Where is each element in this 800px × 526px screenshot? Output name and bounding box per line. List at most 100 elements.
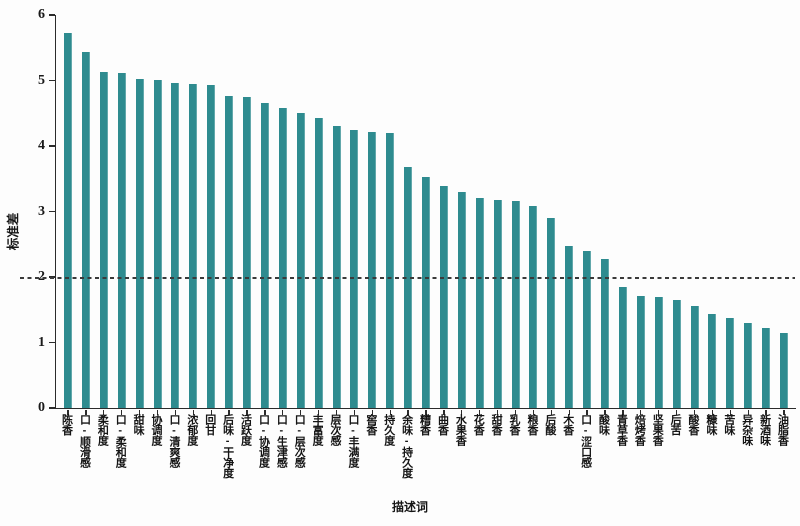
x-tick bbox=[568, 409, 570, 415]
x-category-label: 异杂味 bbox=[740, 414, 753, 446]
x-tick bbox=[317, 409, 320, 415]
x-category-label: 水果香 bbox=[454, 414, 467, 446]
bar bbox=[654, 296, 663, 408]
y-tick-label: 6 bbox=[38, 7, 45, 22]
bar bbox=[762, 328, 771, 408]
y-tick bbox=[49, 79, 55, 82]
x-tick bbox=[121, 409, 123, 415]
bar bbox=[601, 258, 609, 408]
x-tick bbox=[371, 409, 373, 415]
x-tick bbox=[514, 409, 517, 415]
x-tick bbox=[228, 409, 230, 415]
x-tick bbox=[335, 409, 338, 415]
plot-area bbox=[49, 14, 796, 415]
x-tick bbox=[282, 409, 284, 415]
x-category-label: 糟香 bbox=[418, 414, 431, 435]
bar bbox=[117, 72, 126, 408]
x-tick bbox=[264, 409, 266, 415]
x-tick bbox=[443, 409, 445, 415]
bar bbox=[511, 201, 520, 408]
bar bbox=[296, 113, 305, 408]
x-category-label: 口-协调度 bbox=[257, 414, 270, 468]
x-category-label: 层次感 bbox=[329, 414, 342, 446]
x-category-label: 余味-持久度 bbox=[400, 414, 413, 478]
bar bbox=[153, 79, 162, 408]
y-tick-label: 5 bbox=[38, 72, 45, 88]
x-tick bbox=[532, 409, 535, 415]
x-tick bbox=[407, 409, 409, 415]
bar bbox=[475, 198, 484, 408]
x-tick bbox=[192, 409, 194, 415]
bar bbox=[314, 117, 323, 408]
x-tick bbox=[138, 409, 141, 415]
x-tick bbox=[658, 409, 660, 415]
x-tick bbox=[156, 409, 159, 415]
x-tick bbox=[425, 409, 427, 415]
x-category-label: 青草香 bbox=[615, 414, 628, 446]
bar bbox=[350, 129, 359, 408]
x-category-label: 新酒味 bbox=[758, 414, 771, 446]
x-category-label: 木香 bbox=[561, 414, 574, 435]
x-tick bbox=[174, 409, 177, 415]
x-category-label: 口-顺滑感 bbox=[78, 414, 91, 468]
x-category-label: 苦味 bbox=[722, 414, 735, 435]
x-axis-title: 描述词 bbox=[391, 500, 428, 514]
x-category-label: 曲香 bbox=[436, 414, 449, 435]
bar bbox=[565, 245, 574, 408]
x-category-label: 回甘 bbox=[203, 414, 216, 435]
x-tick bbox=[604, 409, 606, 415]
x-tick bbox=[640, 409, 642, 415]
x-tick bbox=[675, 409, 678, 415]
y-tick-label: 2 bbox=[15, 270, 45, 284]
bar bbox=[225, 95, 234, 408]
x-tick bbox=[747, 409, 749, 415]
y-tick-label: 0 bbox=[38, 400, 45, 415]
x-category-label: 活跃度 bbox=[239, 414, 252, 446]
bar bbox=[780, 333, 788, 408]
bar bbox=[744, 322, 753, 408]
x-category-label: 后酸 bbox=[543, 414, 556, 435]
bar bbox=[332, 126, 341, 408]
bar bbox=[207, 85, 216, 408]
x-tick bbox=[496, 409, 499, 415]
bar bbox=[547, 218, 556, 408]
bar bbox=[386, 132, 395, 408]
x-tick bbox=[479, 409, 481, 415]
x-tick bbox=[783, 409, 785, 415]
y-tick-label: 1 bbox=[38, 334, 45, 350]
bar bbox=[99, 72, 108, 408]
bar bbox=[583, 251, 592, 408]
bar bbox=[243, 96, 251, 408]
x-category-label: 口-丰满度 bbox=[346, 414, 359, 468]
x-category-label: 浓郁度 bbox=[185, 414, 198, 446]
x-category-label: 粮香 bbox=[525, 414, 538, 435]
x-category-label: 丰富度 bbox=[311, 414, 324, 446]
bar bbox=[64, 33, 72, 408]
reference-dashed-line bbox=[20, 277, 795, 279]
bar bbox=[690, 305, 699, 408]
x-tick bbox=[353, 409, 356, 415]
x-category-label: 乳香 bbox=[508, 414, 521, 435]
y-tick-label: 3 bbox=[38, 203, 45, 219]
bar bbox=[278, 108, 287, 408]
y-tick bbox=[49, 407, 55, 409]
x-category-label: 口-层次感 bbox=[293, 414, 306, 468]
x-category-label: 后苦 bbox=[669, 414, 682, 435]
x-category-label: 口-清爽感 bbox=[167, 414, 180, 468]
y-tick bbox=[49, 276, 55, 278]
y-tick-label: 4 bbox=[38, 138, 45, 153]
x-tick bbox=[103, 409, 105, 415]
bar bbox=[708, 314, 717, 408]
x-tick bbox=[67, 409, 69, 415]
x-tick bbox=[461, 409, 463, 415]
x-tick bbox=[586, 409, 588, 415]
x-tick bbox=[693, 409, 696, 415]
x-category-label: 口-涩口感 bbox=[579, 414, 592, 468]
bar bbox=[422, 176, 430, 408]
x-category-label: 酸味 bbox=[597, 414, 610, 435]
x-category-label: 窖香 bbox=[364, 414, 377, 435]
x-category-label: 酸香 bbox=[687, 414, 700, 435]
bar bbox=[81, 52, 90, 408]
x-tick bbox=[711, 409, 714, 415]
